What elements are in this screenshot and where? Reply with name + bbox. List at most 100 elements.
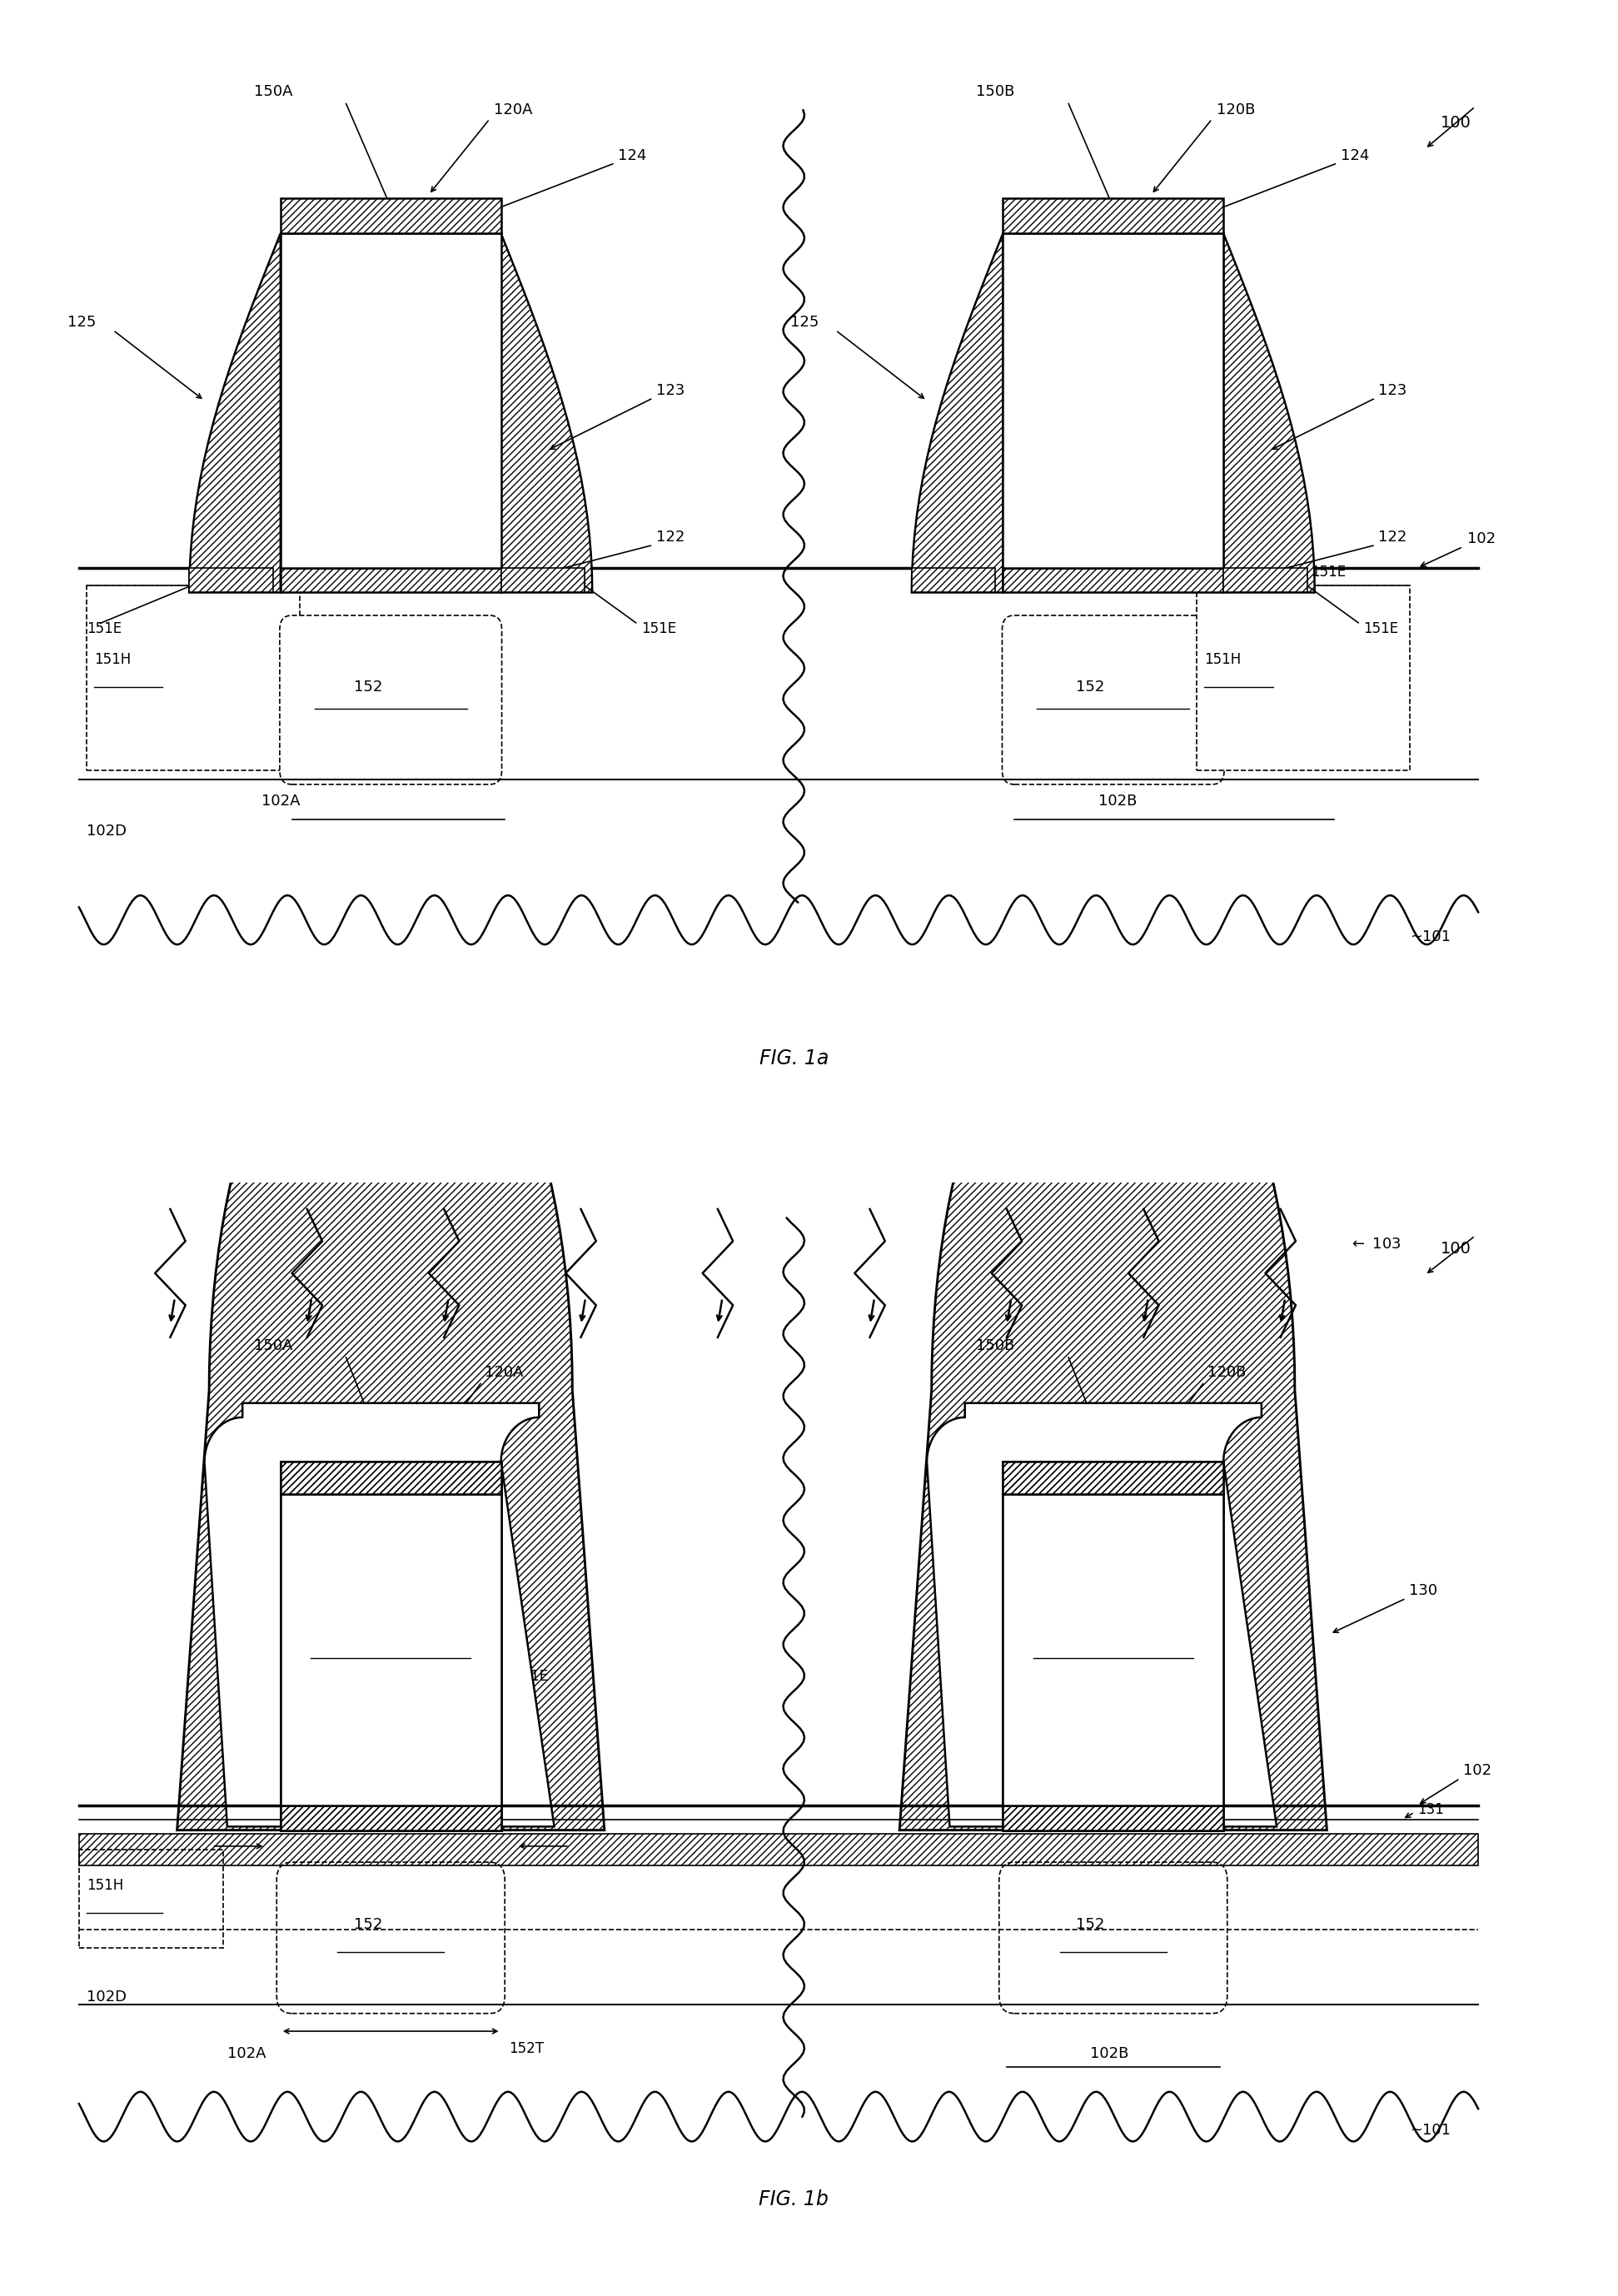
Bar (1003, 567, 1223, 592)
Text: 151H: 151H (94, 652, 131, 668)
Text: 120B: 120B (1207, 1364, 1246, 1380)
Bar (1003, 234, 1223, 567)
Text: 125: 125 (790, 315, 819, 331)
Bar (1003, 1463, 1223, 1495)
Polygon shape (189, 234, 280, 592)
Bar (79, 1851, 223, 1947)
Bar (1003, 1805, 1223, 1830)
Text: 102B: 102B (1091, 2046, 1129, 2062)
Bar (280, 1495, 502, 1805)
Bar (79, 1835, 1479, 1867)
Polygon shape (927, 1403, 1277, 1828)
FancyBboxPatch shape (1000, 1862, 1228, 2014)
FancyBboxPatch shape (280, 615, 502, 785)
Polygon shape (204, 1403, 555, 1828)
Bar (1003, 567, 1223, 592)
Bar (189, 567, 273, 592)
Bar (189, 567, 273, 592)
Text: 152: 152 (1076, 1917, 1105, 1933)
FancyBboxPatch shape (1002, 615, 1225, 785)
Text: 150A: 150A (254, 1339, 293, 1352)
Polygon shape (900, 951, 1327, 1830)
Bar (1003, 1495, 1223, 1805)
Text: 122: 122 (1379, 530, 1408, 544)
Bar (79, 1835, 1479, 1867)
Text: 122: 122 (657, 530, 684, 544)
Bar (1003, 1805, 1223, 1830)
Bar (1003, 1805, 1223, 1830)
Bar (280, 1805, 502, 1830)
Bar (280, 1463, 502, 1495)
Text: 150A: 150A (254, 85, 293, 99)
Polygon shape (176, 951, 605, 1830)
Text: ~101: ~101 (1409, 2124, 1451, 2138)
Bar (1003, 1805, 1223, 1830)
Text: 102B: 102B (1099, 794, 1136, 808)
Bar (1197, 585, 1409, 769)
Text: 120B: 120B (1217, 101, 1256, 117)
Text: 151E: 151E (513, 1669, 549, 1683)
Polygon shape (1223, 234, 1315, 592)
Text: 151H: 151H (1204, 652, 1241, 668)
Text: 151E: 151E (1364, 622, 1398, 636)
Text: 121: 121 (375, 1619, 406, 1635)
Text: 150B: 150B (976, 85, 1014, 99)
Text: 152: 152 (354, 1917, 382, 1933)
Bar (1223, 567, 1307, 592)
Bar (1003, 1463, 1223, 1495)
Text: 102D: 102D (87, 1988, 126, 2004)
Bar (280, 1463, 502, 1495)
Text: FIG. 1a: FIG. 1a (759, 1049, 828, 1068)
Text: 102A: 102A (262, 794, 301, 808)
Text: 124: 124 (618, 147, 647, 163)
Bar (911, 567, 995, 592)
Text: 120A: 120A (493, 101, 532, 117)
Text: 131: 131 (1417, 1802, 1443, 1818)
Bar (280, 567, 502, 592)
Bar (1003, 1463, 1223, 1495)
Text: 151E: 151E (1311, 565, 1346, 581)
Bar (1003, 197, 1223, 234)
Text: 123: 123 (657, 383, 684, 397)
Text: 121: 121 (1097, 374, 1129, 390)
Bar (502, 567, 584, 592)
Text: 102: 102 (1468, 533, 1497, 546)
Bar (280, 197, 502, 234)
Bar (280, 1495, 502, 1805)
FancyBboxPatch shape (277, 1862, 505, 2014)
Bar (280, 1463, 502, 1495)
Text: 121: 121 (1097, 1619, 1129, 1635)
Bar (87, 585, 299, 769)
Bar (280, 234, 502, 567)
Bar (280, 1463, 502, 1495)
Text: 100: 100 (1440, 115, 1471, 131)
Bar (280, 197, 502, 234)
Text: 130: 130 (1409, 1584, 1437, 1598)
Polygon shape (911, 234, 1003, 592)
Text: 150B: 150B (976, 1339, 1014, 1352)
Polygon shape (502, 234, 592, 592)
Text: 102A: 102A (227, 2046, 265, 2062)
Bar (280, 567, 502, 592)
Text: 151E: 151E (641, 622, 676, 636)
Text: 120A: 120A (485, 1364, 524, 1380)
Text: 151H: 151H (87, 1878, 123, 1894)
Text: 123: 123 (1379, 383, 1408, 397)
Bar (911, 567, 995, 592)
Bar (1003, 197, 1223, 234)
Text: 102D: 102D (87, 824, 126, 838)
Text: 124: 124 (1341, 147, 1369, 163)
Text: 152: 152 (1076, 680, 1105, 693)
Bar (1003, 1463, 1223, 1495)
Text: 121: 121 (375, 374, 406, 390)
Text: 152T: 152T (508, 2041, 544, 2055)
Text: 151E: 151E (87, 622, 121, 636)
Bar (280, 1805, 502, 1830)
Bar (280, 1805, 502, 1830)
Text: 125: 125 (68, 315, 95, 331)
Bar (1223, 567, 1307, 592)
Bar (280, 1805, 502, 1830)
Bar (1003, 1495, 1223, 1805)
Text: FIG. 1b: FIG. 1b (759, 2190, 828, 2209)
Text: $\leftarrow$ 103: $\leftarrow$ 103 (1349, 1238, 1401, 1251)
